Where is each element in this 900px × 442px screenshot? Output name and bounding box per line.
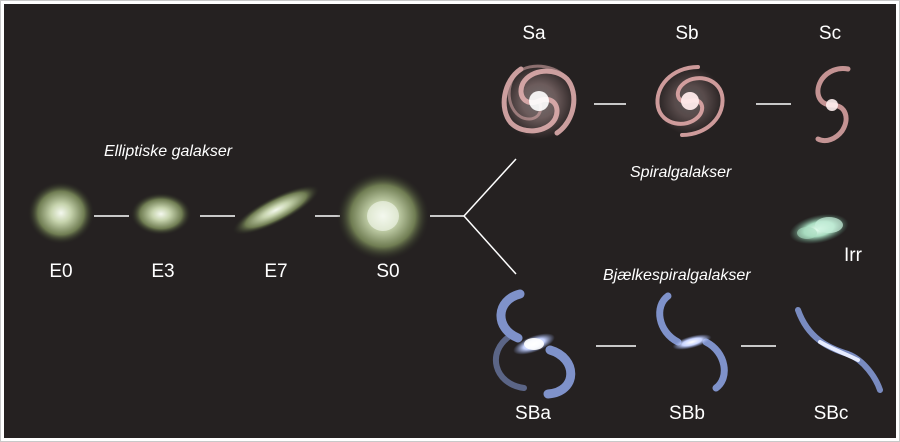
group-label-barred-spiral: Bjælkespiralgalakser: [603, 267, 751, 284]
galaxy-irr: [789, 213, 849, 245]
label-sbb: SBb: [669, 403, 705, 424]
group-label-spiral: Spiralgalakser: [630, 164, 732, 181]
diagram-panel: Elliptiske galakser Spiralgalakser Bjælk…: [4, 4, 896, 438]
label-e0: E0: [49, 261, 73, 282]
galaxy-sba: [492, 289, 576, 399]
label-sc: Sc: [818, 23, 842, 44]
galaxy-sc: [815, 66, 851, 144]
galaxy-sbc: [795, 307, 883, 393]
galaxy-e0: [28, 182, 94, 244]
label-sa: Sa: [522, 23, 546, 44]
hubble-sequence-art: [28, 63, 883, 399]
label-s0: S0: [376, 261, 400, 282]
galaxy-sbb: [656, 292, 728, 392]
label-sba: SBa: [515, 403, 551, 424]
label-sbc: SBc: [813, 403, 849, 424]
group-label-elliptical: Elliptiske galakser: [104, 143, 233, 160]
label-sb: Sb: [675, 23, 699, 44]
galaxy-s0-core: [367, 201, 399, 231]
connector-fork-spiral: [463, 158, 517, 217]
galaxy-e7: [232, 185, 320, 235]
label-irr: Irr: [844, 245, 862, 266]
label-e7: E7: [264, 261, 288, 282]
galaxy-sb: [655, 65, 725, 137]
galaxy-e3: [131, 193, 191, 235]
label-e3: E3: [151, 261, 175, 282]
galaxy-sa: [501, 63, 577, 139]
connector-fork-barred: [463, 215, 517, 275]
